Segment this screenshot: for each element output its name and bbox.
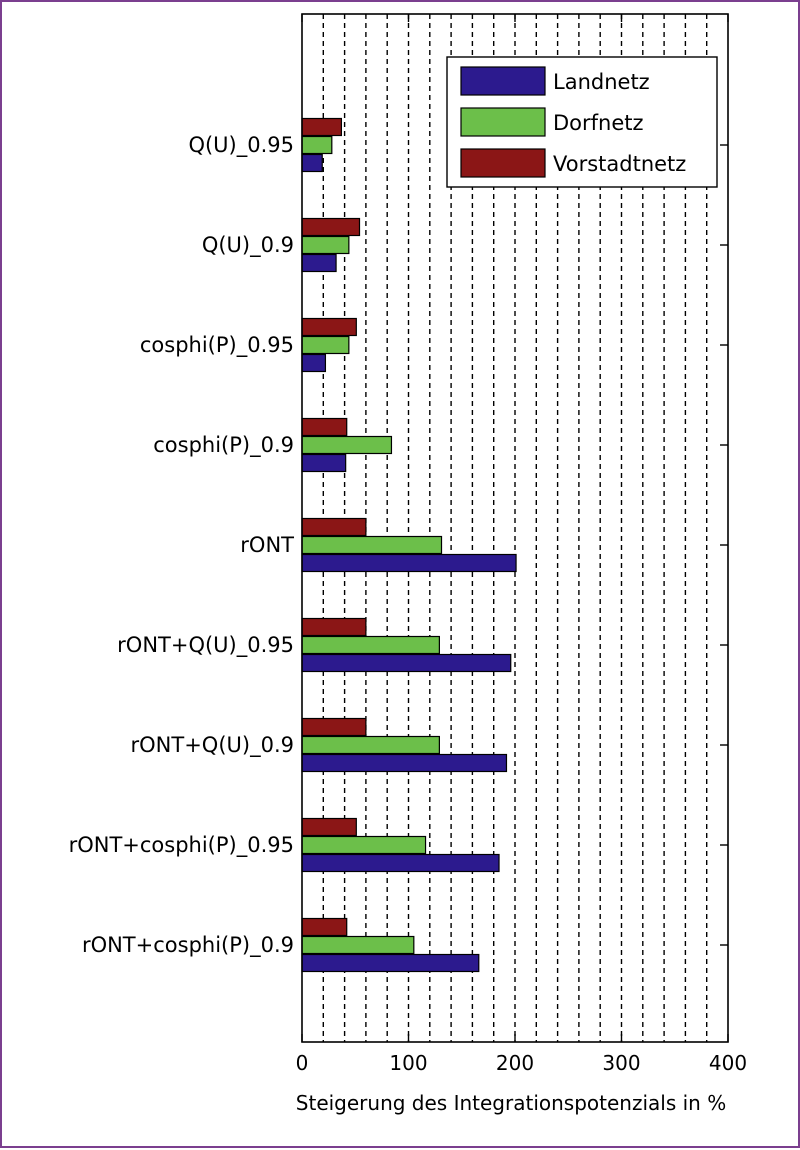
bar-vorstadtnetz	[301, 217, 361, 237]
bar-vorstadtnetz	[301, 317, 357, 337]
bar-vorstadtnetz	[301, 717, 367, 737]
legend-swatch	[460, 107, 546, 137]
bar-vorstadtnetz	[301, 917, 348, 937]
bar-dorfnetz	[301, 335, 350, 355]
x-tick-label: 300	[602, 1051, 640, 1075]
y-tick-label: Q(U)_0.9	[202, 233, 294, 258]
legend-swatch	[460, 148, 546, 178]
y-tick-label: Q(U)_0.95	[188, 133, 294, 158]
y-tick-label: rONT+cosphi(P)_0.9	[82, 933, 294, 958]
y-tick-label: rONT+Q(U)_0.9	[131, 733, 294, 758]
bar-landnetz	[301, 653, 512, 673]
bar-vorstadtnetz	[301, 517, 367, 537]
bar-landnetz	[301, 153, 323, 173]
bar-dorfnetz	[301, 735, 440, 755]
x-tick-label: 0	[296, 1051, 309, 1075]
bar-dorfnetz	[301, 435, 393, 455]
bar-dorfnetz	[301, 535, 443, 555]
bar-landnetz	[301, 353, 327, 373]
x-axis-label: Steigerung des Integrationspotenzials in…	[296, 1091, 726, 1115]
legend-label: Vorstadtnetz	[553, 152, 686, 176]
bar-dorfnetz	[301, 935, 415, 955]
legend-label: Dorfnetz	[553, 111, 644, 135]
bar-landnetz	[301, 453, 347, 473]
legend-swatch	[460, 66, 546, 96]
bar-landnetz	[301, 853, 500, 873]
x-tick-label: 400	[709, 1051, 747, 1075]
bar-landnetz	[301, 753, 508, 773]
x-tick-label: 100	[389, 1051, 427, 1075]
y-tick-label: rONT+Q(U)_0.95	[117, 633, 294, 658]
bar-dorfnetz	[301, 135, 333, 155]
bar-vorstadtnetz	[301, 117, 343, 137]
x-tick-label: 200	[496, 1051, 534, 1075]
bar-dorfnetz	[301, 635, 440, 655]
bar-dorfnetz	[301, 835, 427, 855]
y-tick-label: cosphi(P)_0.9	[153, 433, 294, 458]
y-tick-label: cosphi(P)_0.95	[140, 333, 294, 358]
bar-landnetz	[301, 253, 337, 273]
y-tick-label: rONT+cosphi(P)_0.95	[69, 833, 294, 858]
bar-vorstadtnetz	[301, 417, 348, 437]
bar-landnetz	[301, 553, 517, 573]
bar-vorstadtnetz	[301, 617, 367, 637]
bar-vorstadtnetz	[301, 817, 357, 837]
y-tick-label: rONT	[240, 533, 294, 557]
legend-label: Landnetz	[553, 70, 650, 94]
bar-dorfnetz	[301, 235, 350, 255]
bar-landnetz	[301, 953, 480, 973]
